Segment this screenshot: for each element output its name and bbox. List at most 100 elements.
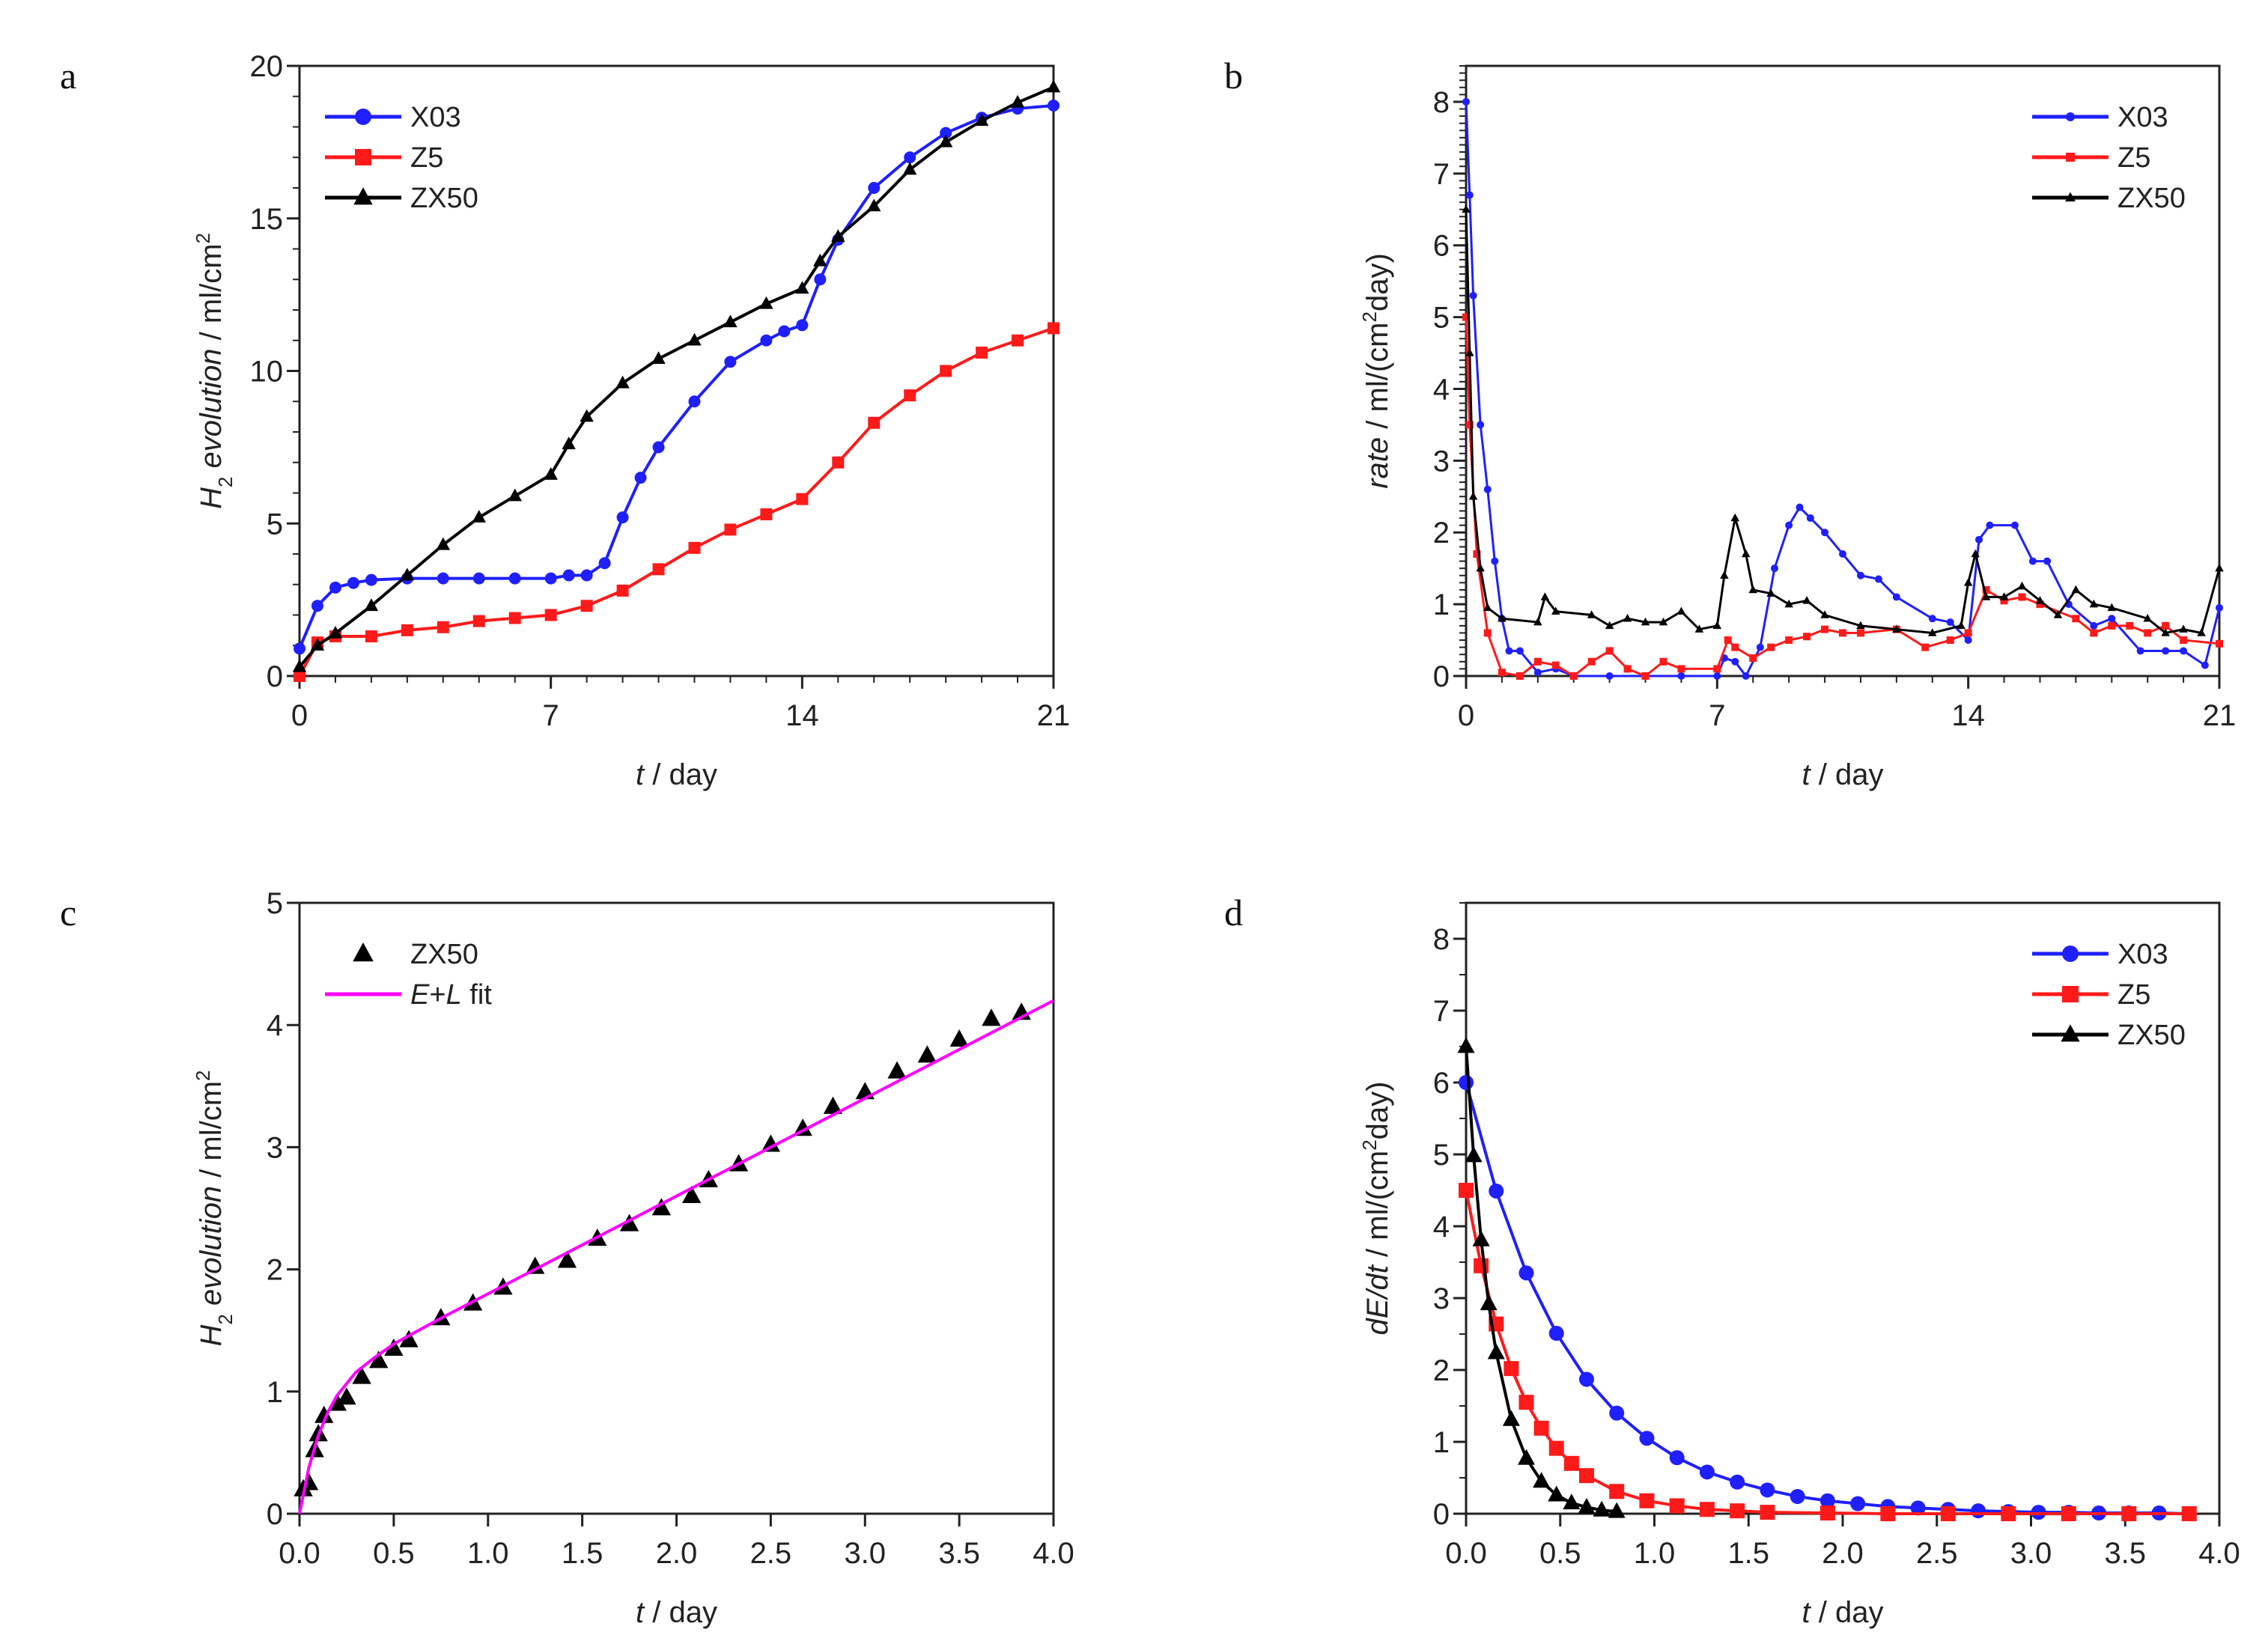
data-point-z5 (1731, 643, 1739, 651)
data-point-z5 (1880, 1506, 1896, 1521)
data-point-x03 (1874, 575, 1882, 583)
legend-label: Z5 (2117, 979, 2150, 1011)
data-point-x03 (1756, 643, 1764, 651)
data-point-x03 (329, 581, 341, 594)
data-point-x03 (1465, 191, 1474, 199)
y-axis-label-part: 2 (214, 477, 237, 487)
data-point-z5 (1587, 657, 1596, 666)
data-point-x03 (868, 182, 881, 194)
data-point-x03 (1806, 514, 1814, 523)
y-axis-label: dE/dt / ml/(cm2day) (1358, 1082, 1394, 1336)
y-tick-label: 2 (1433, 517, 1450, 549)
y-tick-label: 0 (1433, 660, 1450, 693)
x-tick-label: 21 (1037, 699, 1071, 732)
x-axis-label-part: t (1802, 1596, 1812, 1629)
data-point-x03 (2010, 521, 2019, 529)
data-point-x03 (472, 572, 485, 585)
data-point-zx50 (292, 659, 307, 672)
y-tick-label: 3 (1433, 445, 1450, 478)
data-point-x03 (652, 441, 665, 454)
data-point-z5 (1982, 585, 1990, 594)
legend-marker (355, 109, 371, 125)
data-point-zx50 (681, 1185, 702, 1204)
legend-item: Z5 (2032, 142, 2150, 174)
data-point-zx50 (2071, 585, 2081, 594)
y-axis-label-part: H (195, 487, 228, 509)
y-tick-label: 7 (1433, 158, 1450, 191)
series-group (1462, 97, 2224, 680)
legend-marker (2066, 153, 2075, 162)
data-point-z5 (1856, 629, 1864, 637)
y-axis-label-part: day) (1361, 1082, 1394, 1140)
data-point-z5 (1474, 1258, 1489, 1273)
data-point-z5 (1785, 636, 1793, 645)
series-zx50 (1462, 204, 2224, 636)
data-point-x03 (814, 273, 827, 286)
data-point-z5 (544, 609, 557, 621)
data-point-zx50 (2215, 563, 2224, 572)
series-z5 (1462, 313, 2223, 680)
data-point-x03 (1790, 1488, 1805, 1504)
data-point-x03 (2180, 647, 2188, 655)
data-point-x03 (1770, 564, 1778, 573)
data-point-z5 (1669, 1498, 1685, 1514)
data-point-x03 (2201, 661, 2209, 669)
data-point-z5 (1699, 1502, 1715, 1517)
y-axis-label-part: 2 (192, 233, 214, 243)
series-zx50 (292, 79, 1061, 672)
data-point-x03 (1892, 593, 1900, 601)
x-tick-label: 0.5 (1539, 1537, 1581, 1570)
data-point-zx50 (2161, 628, 2170, 636)
data-point-x03 (311, 600, 323, 612)
data-point-z5 (437, 621, 449, 633)
data-point-x03 (598, 557, 611, 570)
legend-marker (2062, 986, 2079, 1002)
data-point-z5 (1713, 665, 1721, 673)
data-point-zx50 (1468, 492, 1478, 500)
y-axis-label: rate / ml/(cm2day) (1358, 253, 1394, 489)
data-point-zx50 (508, 488, 522, 502)
data-point-z5 (1548, 1440, 1564, 1456)
data-point-zx50 (1502, 1410, 1520, 1426)
data-point-z5 (1483, 629, 1492, 637)
legend-item: X03 (325, 102, 461, 133)
data-point-z5 (2036, 600, 2044, 609)
data-point-zx50 (2017, 581, 2027, 590)
data-point-z5 (1767, 643, 1775, 651)
data-point-zx50 (1641, 617, 1650, 626)
data-point-z5 (580, 600, 593, 612)
data-point-zx50 (1676, 606, 1686, 615)
x-axis-label-part: / day (1811, 758, 1884, 791)
legend-item: Z5 (325, 142, 443, 174)
data-point-z5 (940, 365, 952, 377)
data-point-z5 (2181, 1506, 2197, 1521)
data-point-zx50 (1694, 624, 1704, 633)
data-point-z5 (365, 630, 377, 643)
legend-label: X03 (2117, 939, 2168, 970)
data-point-x03 (1578, 1371, 1594, 1387)
y-tick-label: 0 (267, 1498, 283, 1531)
data-point-x03 (1483, 485, 1492, 493)
legend-label: X03 (2117, 102, 2168, 133)
data-point-zx50 (1748, 585, 1757, 594)
data-point-x03 (347, 576, 359, 589)
data-point-z5 (1819, 1505, 1835, 1521)
data-point-x03 (1713, 672, 1721, 680)
series-line-z5 (1465, 317, 2220, 678)
data-point-x03 (437, 572, 449, 585)
series-group (292, 79, 1061, 682)
y-axis-label-part: 2 (1358, 1139, 1381, 1150)
data-point-z5 (1504, 1361, 1519, 1377)
data-point-zx50 (1963, 578, 1973, 586)
data-point-z5 (652, 563, 665, 576)
data-point-x03 (508, 572, 521, 585)
data-point-z5 (1659, 657, 1667, 666)
data-point-zx50 (1730, 513, 1740, 522)
data-point-z5 (1569, 672, 1578, 680)
x-tick-label: 3.5 (938, 1537, 980, 1570)
data-point-z5 (508, 612, 521, 624)
data-point-zx50 (1659, 617, 1668, 626)
legend-item: E+L fit (325, 979, 492, 1011)
data-point-zx50 (1971, 549, 1980, 558)
